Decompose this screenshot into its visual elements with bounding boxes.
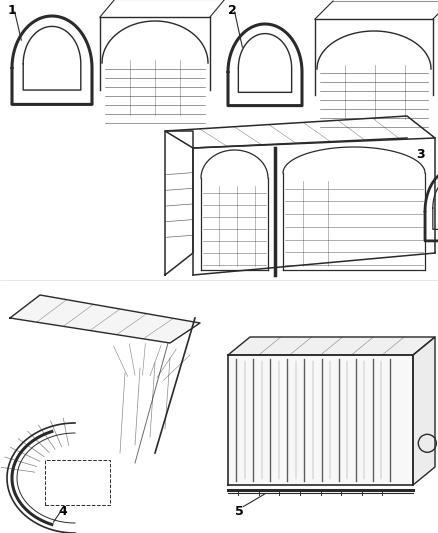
- Polygon shape: [413, 337, 435, 485]
- Polygon shape: [228, 337, 435, 355]
- Polygon shape: [10, 295, 200, 343]
- Text: 3: 3: [416, 148, 424, 161]
- Text: 4: 4: [58, 505, 67, 518]
- Text: 2: 2: [228, 4, 237, 17]
- Text: 1: 1: [8, 4, 17, 17]
- Polygon shape: [228, 355, 413, 485]
- Text: 5: 5: [235, 505, 244, 518]
- Bar: [45, 460, 110, 505]
